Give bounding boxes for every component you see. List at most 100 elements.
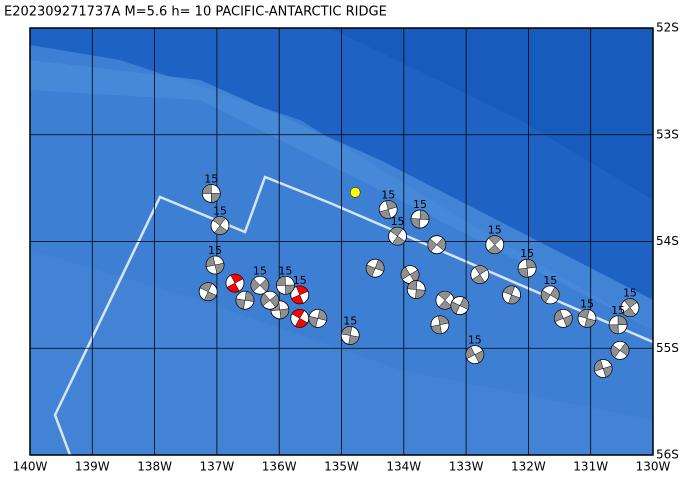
compression-quadrant — [517, 267, 529, 278]
focal-mechanism — [308, 308, 328, 328]
compression-quadrant — [436, 237, 447, 251]
compression-quadrant — [317, 309, 328, 321]
compression-quadrant — [199, 282, 213, 293]
focal-mechanism — [470, 265, 490, 284]
compression-quadrant — [608, 324, 619, 335]
compression-quadrant — [400, 266, 411, 280]
compression-quadrant — [619, 342, 630, 357]
compression-quadrant — [602, 365, 613, 378]
y-tick-label: 53S — [656, 127, 679, 141]
compression-quadrant — [294, 318, 308, 328]
focal-mechanism — [365, 258, 385, 278]
x-tick-label: 135W — [324, 460, 359, 474]
depth-label: 15 — [391, 215, 405, 228]
compression-quadrant — [415, 289, 426, 299]
compression-quadrant — [610, 344, 621, 359]
compression-quadrant — [379, 209, 392, 219]
compression-quadrant — [244, 291, 255, 302]
focal-mechanism — [290, 308, 310, 328]
depth-label: 15 — [488, 224, 502, 237]
focal-mechanism — [427, 235, 447, 255]
compression-quadrant — [205, 255, 216, 268]
compression-quadrant — [202, 184, 212, 194]
y-tick-label: 56S — [656, 448, 679, 462]
focal-mechanism — [290, 285, 310, 305]
y-tick-label: 55S — [656, 341, 679, 355]
focal-mechanism — [406, 280, 426, 299]
compression-quadrant — [269, 294, 280, 308]
compression-quadrant — [212, 216, 226, 226]
compression-quadrant — [295, 285, 309, 296]
focal-mechanism — [388, 226, 407, 246]
x-tick-label: 136W — [262, 460, 297, 474]
epicenter — [349, 187, 361, 198]
compression-quadrant — [230, 273, 244, 284]
focal-mechanism — [553, 308, 573, 328]
x-tick-label: 137W — [200, 460, 235, 474]
compression-quadrant — [617, 315, 628, 326]
compression-quadrant — [549, 286, 560, 300]
focal-mechanism — [620, 298, 640, 318]
focal-mechanism — [485, 235, 505, 255]
focal-mechanism — [378, 200, 398, 219]
compression-quadrant — [211, 193, 221, 203]
compression-quadrant — [308, 315, 319, 328]
compression-quadrant — [502, 285, 515, 296]
compression-quadrant — [365, 264, 376, 277]
compression-quadrant — [348, 335, 360, 345]
compression-quadrant — [584, 318, 596, 328]
compression-quadrant — [410, 218, 421, 229]
focal-mechanism — [608, 315, 628, 335]
compression-quadrant — [622, 307, 636, 317]
focal-mechanism — [517, 258, 537, 278]
compression-quadrant — [554, 309, 564, 323]
compression-quadrant — [562, 314, 573, 328]
compression-quadrant — [427, 238, 438, 252]
compression-quadrant — [525, 258, 537, 269]
focal-mechanism — [400, 265, 420, 284]
focal-mechanism — [260, 290, 280, 310]
focal-mechanism — [250, 275, 270, 295]
compression-quadrant — [407, 280, 418, 290]
compression-quadrant — [593, 359, 604, 372]
x-tick-label: 140W — [13, 460, 48, 474]
depth-label: 15 — [520, 247, 534, 260]
x-tick-label: 138W — [137, 460, 172, 474]
focal-mechanism — [465, 345, 485, 365]
focal-mechanism — [205, 255, 225, 275]
compression-quadrant — [487, 244, 502, 254]
depth-label: 15 — [611, 304, 625, 317]
compression-quadrant — [389, 226, 404, 237]
compression-quadrant — [279, 308, 290, 320]
compression-quadrant — [374, 259, 385, 272]
depth-label: 15 — [208, 244, 222, 257]
focal-mechanism — [201, 184, 221, 203]
compression-quadrant — [204, 291, 217, 301]
compression-quadrant — [392, 235, 406, 246]
depth-label: 15 — [343, 314, 357, 327]
compression-quadrant — [540, 289, 551, 303]
compression-quadrant — [437, 315, 450, 326]
compression-quadrant — [226, 282, 240, 293]
focal-mechanism — [593, 359, 613, 378]
depth-label: 15 — [543, 274, 557, 287]
focal-mechanism — [235, 290, 255, 310]
compression-quadrant — [577, 309, 590, 319]
x-tick-label: 130W — [636, 460, 671, 474]
x-tick-label: 139W — [75, 460, 110, 474]
x-tick-label: 133W — [449, 460, 484, 474]
focal-mechanism — [210, 216, 230, 235]
depth-label: 15 — [253, 264, 267, 277]
depth-label: 15 — [381, 188, 395, 201]
depth-label: 15 — [278, 264, 292, 277]
compression-quadrant — [474, 265, 488, 275]
compression-quadrant — [285, 284, 295, 295]
depth-label: 15 — [623, 287, 637, 300]
compression-quadrant — [459, 297, 470, 310]
map-frame — [29, 27, 654, 456]
compression-quadrant — [291, 294, 304, 305]
depth-label: 15 — [204, 172, 218, 185]
focal-mechanism — [410, 209, 430, 229]
compression-quadrant — [471, 274, 486, 284]
